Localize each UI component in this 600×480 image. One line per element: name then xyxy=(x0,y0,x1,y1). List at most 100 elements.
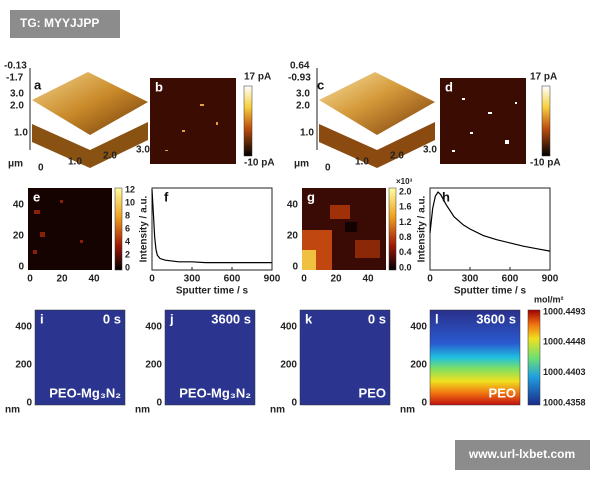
x-tick: 3.0 xyxy=(423,145,437,156)
y-tick: 400 xyxy=(15,322,32,333)
y-tick: 400 xyxy=(280,322,297,333)
colorbar-label: 1000.4358 xyxy=(543,397,586,407)
x-tick-label: 600 xyxy=(224,274,241,285)
x-tick-label: 900 xyxy=(264,274,281,285)
colorbar xyxy=(541,85,551,157)
x-tick-label: 900 xyxy=(542,274,559,285)
line xyxy=(151,189,272,264)
y-tick: 3.0 xyxy=(10,89,24,100)
current-map xyxy=(440,78,526,164)
x-tick-label: 0 xyxy=(149,274,155,285)
y-axis-label: Intensity / a.u. xyxy=(417,195,428,262)
concentration-map xyxy=(429,309,521,406)
z-tick: -0.13 xyxy=(4,61,27,72)
sample-label: PEO xyxy=(489,385,516,400)
panel-label: f xyxy=(164,189,169,204)
colorbar-label: 8 xyxy=(125,210,130,220)
colorbar xyxy=(114,187,123,271)
footer-url: www.url-lxbet.com xyxy=(468,447,575,461)
watermark: TG: MYYJJPP xyxy=(20,16,99,30)
y-tick: 200 xyxy=(280,360,297,371)
y-tick: 40 xyxy=(287,200,299,211)
y-tick: 0 xyxy=(26,398,32,409)
y-tick: 0 xyxy=(291,398,297,409)
colorbar-exponent: ×10³ xyxy=(396,177,413,186)
colorbar-label: 0.4 xyxy=(399,247,412,257)
x-tick-label: 300 xyxy=(184,274,201,285)
concentration-map xyxy=(299,309,391,406)
y-tick: 3.0 xyxy=(296,89,310,100)
x-tick: 0 xyxy=(38,163,44,174)
surface-side xyxy=(32,122,148,168)
x-tick: 2.0 xyxy=(103,151,117,162)
y-tick: 200 xyxy=(145,360,162,371)
y-tick: 20 xyxy=(287,231,299,242)
colorbar-label: 10 xyxy=(125,197,135,207)
x-tick: 20 xyxy=(56,274,68,285)
time-label: 3600 s xyxy=(476,311,516,326)
y-tick: 40 xyxy=(13,200,25,211)
panel-label: d xyxy=(445,79,453,94)
concentration-map xyxy=(164,309,256,406)
unit: nm xyxy=(400,405,415,416)
colorbar-label: -10 pA xyxy=(530,158,561,169)
panel-label: k xyxy=(305,311,313,326)
sample-label: PEO-Mg₃N₂ xyxy=(49,385,121,400)
x-tick-label: 600 xyxy=(502,274,519,285)
unit: μm xyxy=(294,159,309,170)
simulation-panels: i 0 s PEO-Mg₃N₂ 400 200 0 nm j 3600 s PEO-Mg₃N₂ 40… xyxy=(5,309,521,416)
colorbar-label: 1000.4403 xyxy=(543,367,586,377)
current-map xyxy=(150,78,236,164)
y-tick: 20 xyxy=(13,231,25,242)
x-axis-label: Sputter time / s xyxy=(454,286,527,297)
y-tick: 200 xyxy=(15,360,32,371)
x-tick: 0 xyxy=(301,274,307,285)
concentration-map xyxy=(34,309,126,406)
y-tick: 0 xyxy=(156,398,162,409)
x-tick: 0 xyxy=(325,163,331,174)
footer-box xyxy=(455,440,590,470)
time-label: 0 s xyxy=(103,311,121,326)
unit: nm xyxy=(5,405,20,416)
z-tick: -1.7 xyxy=(6,73,24,84)
x-tick: 1.0 xyxy=(355,157,369,168)
y-tick: 200 xyxy=(410,360,427,371)
unit: nm xyxy=(135,405,150,416)
panel-label: e xyxy=(33,189,40,204)
x-tick: 2.0 xyxy=(390,151,404,162)
y-tick: 2.0 xyxy=(10,101,24,112)
line xyxy=(429,191,551,252)
x-tick: 40 xyxy=(88,274,100,285)
colorbar-label: 17 pA xyxy=(244,72,271,83)
colorbar-labels: 1000.4493 1000.4448 1000.4403 1000.4358 xyxy=(543,306,586,407)
unit: μm xyxy=(8,159,23,170)
colorbar xyxy=(527,309,541,406)
y-tick: 2.0 xyxy=(296,101,310,112)
colorbar-labels: 2.0 1.6 1.2 0.8 0.4 0.0 xyxy=(399,186,412,272)
colorbar-label: 0 xyxy=(125,262,130,272)
y-tick: 1.0 xyxy=(14,128,28,139)
x-tick-label: 300 xyxy=(462,274,479,285)
speckles xyxy=(452,98,517,152)
mapping xyxy=(28,188,112,270)
sample-label: PEO xyxy=(359,385,386,400)
sample-label: PEO-Mg₃N₂ xyxy=(179,385,251,400)
colorbar-label: 4 xyxy=(125,236,130,246)
colorbar-label: 6 xyxy=(125,223,130,233)
colorbar-labels: 12 10 8 6 4 2 0 xyxy=(125,184,135,272)
colorbar-label: 1000.4448 xyxy=(543,337,586,347)
panel-label: j xyxy=(169,311,174,326)
panel-label: g xyxy=(307,189,315,204)
y-axis-label: Intensity / a.u. xyxy=(139,195,150,262)
x-tick: 20 xyxy=(330,274,342,285)
plot-frame xyxy=(151,187,273,271)
x-axis-label: Sputter time / s xyxy=(176,286,249,297)
colorbar-label: -10 pA xyxy=(244,158,275,169)
z-tick: -0.93 xyxy=(288,73,311,84)
z-tick: 0.64 xyxy=(290,61,310,72)
colorbar xyxy=(243,85,253,157)
colorbar-unit: mol/m² xyxy=(534,294,564,304)
colorbar-label: 1000.4493 xyxy=(543,306,586,316)
x-tick: 40 xyxy=(362,274,374,285)
unit: nm xyxy=(270,405,285,416)
